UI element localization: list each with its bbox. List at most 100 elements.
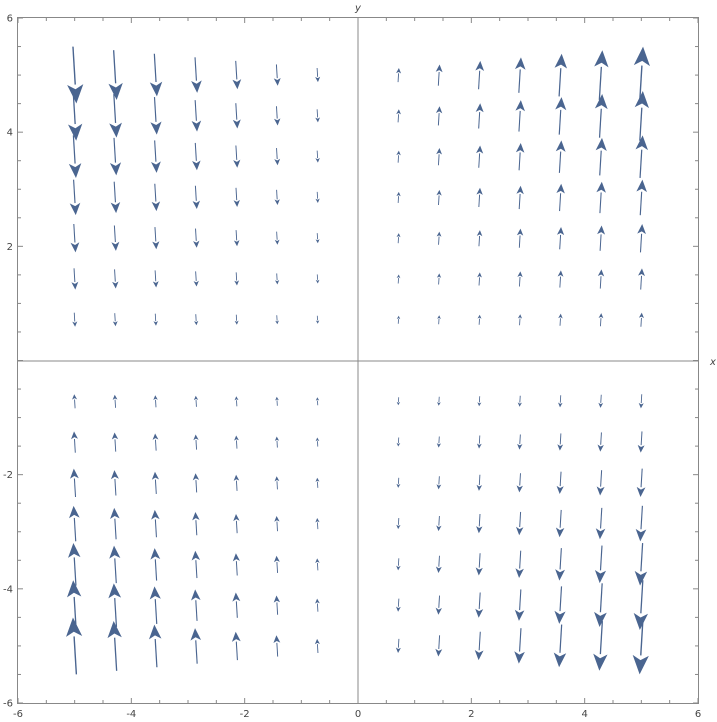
arrow-shaft (235, 103, 238, 120)
arrow-head (637, 223, 646, 235)
arrow-shaft (559, 471, 562, 487)
arrow-head (110, 202, 121, 214)
vector-arrow (395, 598, 401, 612)
vector-arrow (555, 97, 567, 135)
vector-arrow (315, 233, 320, 244)
arrow-head (112, 321, 118, 327)
arrow-shaft (640, 317, 642, 327)
arrow-shaft (235, 230, 238, 241)
arrow-head (150, 121, 162, 135)
arrow-head (517, 443, 523, 450)
vector-arrow (108, 50, 123, 100)
arrow-head (111, 241, 120, 251)
vector-arrow (593, 620, 608, 671)
arrow-head (314, 638, 320, 645)
vector-arrow (232, 553, 240, 576)
vector-arrow (234, 396, 239, 407)
vector-arrow (436, 273, 442, 285)
vector-arrow (233, 145, 241, 168)
arrow-head (556, 485, 564, 494)
arrow-shaft (519, 589, 522, 611)
arrow-shaft (599, 545, 603, 571)
vector-arrow (476, 435, 482, 449)
arrow-head (638, 312, 644, 319)
arrow-head (436, 443, 442, 448)
vector-arrow (436, 189, 442, 206)
vector-arrow (435, 555, 442, 573)
arrow-head (633, 612, 648, 631)
vector-arrow (396, 274, 401, 284)
arrow-shaft (437, 154, 440, 166)
arrow-shaft (113, 637, 118, 671)
vector-arrow (598, 313, 604, 327)
vector-arrow (150, 97, 162, 135)
arrow-shaft (559, 276, 561, 288)
arrow-shaft (195, 640, 198, 664)
arrow-shaft (558, 109, 562, 135)
arrow-shaft (599, 234, 602, 251)
arrow-head (149, 81, 163, 97)
arrow-shaft (276, 642, 279, 657)
arrow-shaft (438, 595, 441, 608)
arrow-shaft (640, 580, 644, 614)
arrow-shaft (600, 507, 603, 529)
x-tick-label: -2 (240, 709, 250, 720)
arrow-shaft (438, 555, 440, 567)
arrow-shaft (639, 149, 643, 178)
arrow-shaft (195, 440, 198, 450)
arrow-head (597, 225, 606, 235)
vector-arrow (274, 516, 280, 532)
arrow-head (474, 650, 484, 661)
arrow-head (70, 242, 80, 253)
arrow-shaft (114, 518, 117, 540)
arrow-head (275, 396, 279, 401)
arrow-head (72, 321, 78, 327)
arrow-head (594, 570, 607, 584)
arrow-head (436, 148, 443, 155)
vector-arrow (436, 515, 442, 532)
vector-arrow (110, 470, 119, 496)
arrow-shaft (73, 179, 76, 204)
arrow-head (396, 191, 401, 197)
vector-arrow (193, 228, 200, 248)
vector-arrow (71, 268, 79, 290)
vector-arrow (594, 94, 608, 138)
arrow-head (234, 320, 239, 325)
arrow-shaft (600, 432, 602, 445)
arrow-head (233, 159, 241, 168)
arrow-shaft (518, 152, 521, 171)
vector-arrow (232, 60, 242, 90)
arrow-shaft (640, 543, 644, 572)
vector-arrow (515, 100, 525, 132)
vector-arrow (435, 595, 442, 615)
arrow-head (596, 486, 605, 496)
vector-arrow (396, 518, 401, 530)
arrow-shaft (276, 562, 279, 573)
arrow-head (148, 624, 162, 640)
arrow-shaft (640, 275, 643, 290)
vector-arrow (234, 435, 239, 449)
vector-arrow (107, 621, 122, 671)
arrow-head (638, 402, 644, 409)
arrow-shaft (154, 227, 157, 242)
arrow-shaft (154, 183, 157, 202)
arrow-shaft (478, 631, 481, 651)
arrow-shaft (518, 69, 521, 93)
vector-arrow (190, 628, 202, 664)
vector-arrow (554, 53, 568, 97)
arrow-head (557, 444, 564, 451)
arrow-shaft (558, 68, 562, 97)
arrow-head (516, 485, 523, 493)
vector-arrow (598, 394, 604, 408)
vector-arrow (633, 580, 648, 631)
arrow-head (191, 550, 201, 561)
vector-arrow (396, 315, 401, 324)
arrow-shaft (195, 271, 197, 281)
vector-arrow (148, 624, 162, 668)
vector-arrow (596, 470, 605, 496)
vector-arrow (597, 432, 604, 452)
arrow-head (233, 240, 240, 247)
arrow-head (71, 281, 79, 290)
arrow-head (635, 135, 648, 151)
arrow-shaft (437, 71, 440, 86)
